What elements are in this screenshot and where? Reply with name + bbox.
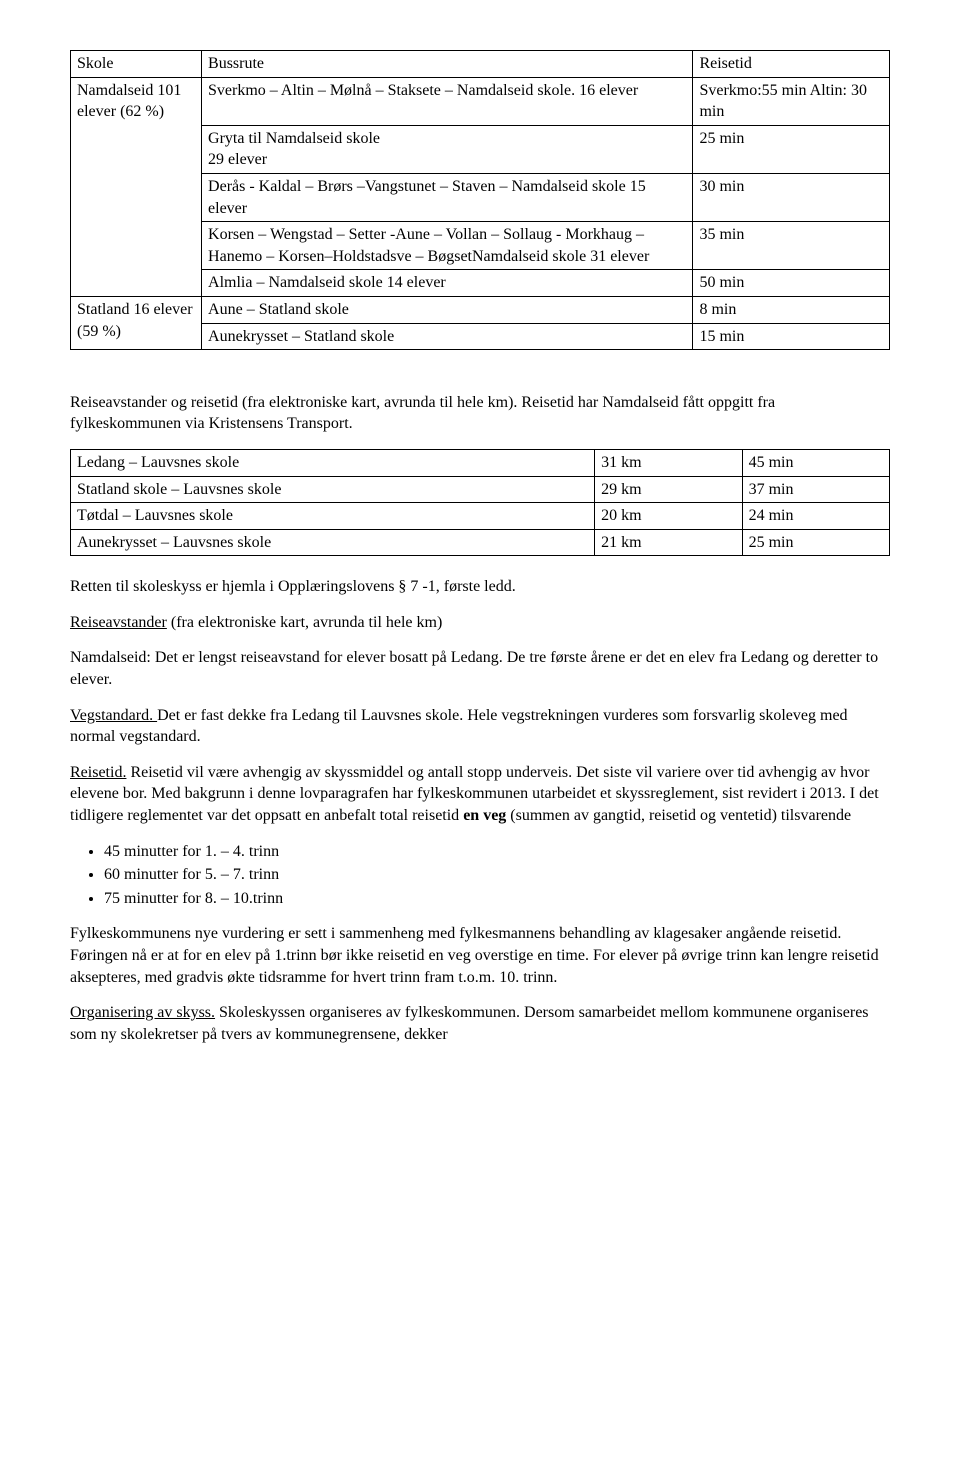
th-skole: Skole: [71, 51, 202, 78]
table-header-row: Skole Bussrute Reisetid: [71, 51, 890, 78]
cell-km: 31 km: [595, 449, 742, 476]
paragraph-intro-distances: Reiseavstander og reisetid (fra elektron…: [70, 392, 890, 435]
cell-route: Aune – Statland skole: [202, 296, 693, 323]
cell-time: 8 min: [693, 296, 890, 323]
heading-reisetid: Reisetid.: [70, 764, 126, 781]
cell-route-name: Tøtdal – Lauvsnes skole: [71, 503, 595, 530]
th-bussrute: Bussrute: [202, 51, 693, 78]
cell-time: Sverkmo:55 min Altin: 30 min: [693, 77, 890, 125]
paragraph-vurdering: Fylkeskommunens nye vurdering er sett i …: [70, 923, 890, 988]
paragraph-reiseavstander: Reiseavstander (fra elektroniske kart, a…: [70, 612, 890, 634]
cell-time: 15 min: [693, 323, 890, 350]
cell-route: Sverkmo – Altin – Mølnå – Staksete – Nam…: [202, 77, 693, 125]
cell-km: 20 km: [595, 503, 742, 530]
cell-km: 21 km: [595, 529, 742, 556]
cell-route: Almlia – Namdalseid skole 14 elever: [202, 270, 693, 297]
cell-time: 30 min: [693, 173, 890, 221]
text: (fra elektroniske kart, avrunda til hele…: [167, 614, 442, 631]
heading-reiseavstander: Reiseavstander: [70, 614, 167, 631]
text-bold: en veg: [463, 807, 506, 824]
table-distances: Ledang – Lauvsnes skole 31 km 45 min Sta…: [70, 449, 890, 556]
cell-km: 29 km: [595, 476, 742, 503]
cell-time: 25 min: [693, 125, 890, 173]
cell-route: Korsen – Wengstad – Setter -Aune – Volla…: [202, 222, 693, 270]
table-row: Aunekrysset – Lauvsnes skole 21 km 25 mi…: [71, 529, 890, 556]
cell-route: Derås - Kaldal – Brørs –Vangstunet – Sta…: [202, 173, 693, 221]
table-row: Ledang – Lauvsnes skole 31 km 45 min: [71, 449, 890, 476]
cell-min: 24 min: [742, 503, 889, 530]
cell-skole: Namdalseid 101 elever (62 %): [71, 77, 202, 296]
cell-route: Gryta til Namdalseid skole 29 elever: [202, 125, 693, 173]
table-row: Namdalseid 101 elever (62 %) Sverkmo – A…: [71, 77, 890, 125]
paragraph-organisering: Organisering av skyss. Skoleskyssen orga…: [70, 1002, 890, 1045]
list-item: 75 minutter for 8. – 10.trinn: [104, 888, 890, 910]
heading-organisering: Organisering av skyss.: [70, 1004, 215, 1021]
paragraph-law: Retten til skoleskyss er hjemla i Opplær…: [70, 576, 890, 598]
cell-min: 25 min: [742, 529, 889, 556]
list-item: 60 minutter for 5. – 7. trinn: [104, 864, 890, 886]
list-item: 45 minutter for 1. – 4. trinn: [104, 841, 890, 863]
table-row: Statland skole – Lauvsnes skole 29 km 37…: [71, 476, 890, 503]
cell-route: Aunekrysset – Statland skole: [202, 323, 693, 350]
cell-skole: Statland 16 elever (59 %): [71, 296, 202, 349]
cell-min: 37 min: [742, 476, 889, 503]
cell-route-name: Aunekrysset – Lauvsnes skole: [71, 529, 595, 556]
cell-min: 45 min: [742, 449, 889, 476]
cell-route-name: Statland skole – Lauvsnes skole: [71, 476, 595, 503]
heading-vegstandard: Vegstandard.: [70, 707, 157, 724]
table-row: Statland 16 elever (59 %) Aune – Statlan…: [71, 296, 890, 323]
text: (summen av gangtid, reisetid og ventetid…: [506, 807, 851, 824]
cell-time: 35 min: [693, 222, 890, 270]
paragraph-namdalseid: Namdalseid: Det er lengst reiseavstand f…: [70, 647, 890, 690]
paragraph-reisetid: Reisetid. Reisetid vil være avhengig av …: [70, 762, 890, 827]
paragraph-vegstandard: Vegstandard. Det er fast dekke fra Ledan…: [70, 705, 890, 748]
table-bus-routes: Skole Bussrute Reisetid Namdalseid 101 e…: [70, 50, 890, 350]
table-row: Tøtdal – Lauvsnes skole 20 km 24 min: [71, 503, 890, 530]
cell-route-name: Ledang – Lauvsnes skole: [71, 449, 595, 476]
text: Det er fast dekke fra Ledang til Lauvsne…: [70, 707, 848, 746]
cell-time: 50 min: [693, 270, 890, 297]
bullet-list-times: 45 minutter for 1. – 4. trinn 60 minutte…: [70, 841, 890, 910]
th-reisetid: Reisetid: [693, 51, 890, 78]
